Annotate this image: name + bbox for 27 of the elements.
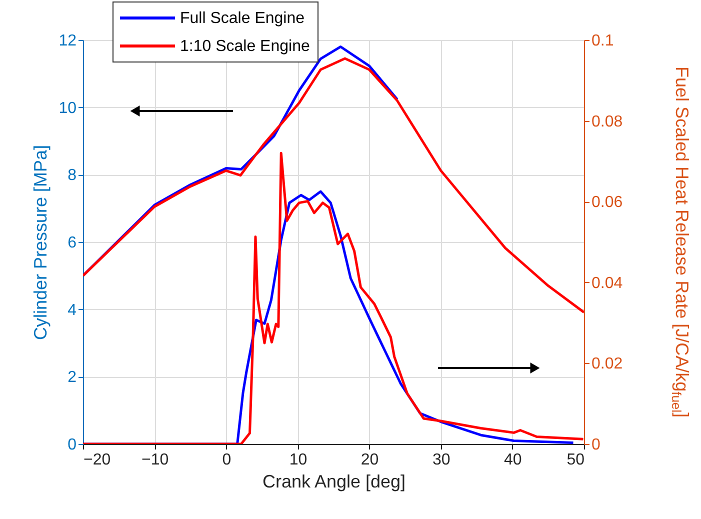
line-series [83,57,584,314]
x-tick-label: 0 [222,452,232,468]
y-tick-label: 2 [68,369,77,386]
y2-tick-label: 0.02 [592,356,623,373]
y-tick-label: 4 [68,302,77,319]
x-tick-label: 10 [289,452,308,468]
y-axis-title: Cylinder Pressure [MPa] [30,144,51,340]
y2-tick-label: 0.06 [592,194,623,212]
x-tick-label: −10 [142,452,169,468]
x-tick-label: −20 [84,452,111,468]
y2-tick-label: 0 [592,436,600,454]
y2-tick-label: 0.1 [592,32,614,50]
x-tick-label: 40 [504,452,522,468]
y-tick-label: 0 [68,436,77,454]
legend-label: Full Scale Engine [180,10,305,27]
x-tick-label: 30 [432,452,450,468]
x-tick-label: 50 [566,452,585,468]
y2-tick-label: 0.08 [592,113,623,130]
x-axis-title: Crank Angle [deg] [262,472,406,492]
y-tick-label: 6 [68,234,77,252]
x-tick-label: 20 [360,452,379,468]
y-tick-label: 12 [58,32,77,50]
y-tick-label: 10 [58,100,77,117]
y2-axis-title: Fuel Scaled Heat Release Rate [J/CA/kgfuel] [669,66,692,418]
legend-label: 1:10 Scale Engine [180,38,310,55]
y-tick-label: 8 [68,167,77,184]
y2-tick-label: 0.04 [592,274,623,292]
